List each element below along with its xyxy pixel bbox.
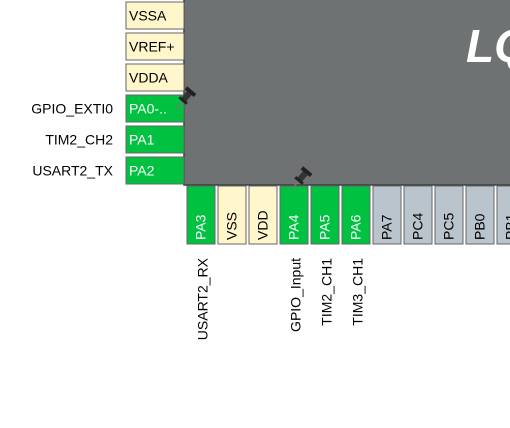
pushpin-icon [291, 166, 313, 190]
pin-body [181, 90, 193, 102]
signal-label: TIM3_CH1 [350, 258, 366, 326]
pin-box [186, 185, 216, 245]
signal-label: USART2_RX [195, 257, 211, 340]
pushpin-icon [175, 86, 197, 110]
pin-label: VSS [224, 212, 240, 240]
signal-label: GPIO_EXTI0 [31, 101, 113, 117]
chip-body [183, 0, 510, 186]
pin-label: VREF+ [129, 39, 175, 55]
pin-head [300, 166, 313, 178]
pin-box [217, 185, 247, 245]
pin-box [125, 125, 185, 154]
pin-label: VDDA [129, 70, 169, 86]
pin-box [125, 63, 185, 92]
pin-box [125, 94, 185, 123]
pin-box [434, 185, 464, 245]
pin-box [341, 185, 371, 245]
pin-label: PA2 [129, 163, 155, 179]
pin-box [125, 156, 185, 185]
pin-box [465, 185, 495, 245]
signal-label: USART2_TX [32, 163, 113, 179]
pin-label: VSSA [129, 8, 167, 24]
pin-label: PB1 [503, 213, 510, 240]
pin-label: PA0-.. [129, 101, 167, 117]
pin-label: PA4 [286, 214, 302, 240]
pin-box [403, 185, 433, 245]
signal-label: TIM2_CH1 [319, 258, 335, 326]
pin-label: PA3 [193, 214, 209, 240]
pin-needle [175, 101, 183, 110]
pin-label: VDD [255, 210, 271, 240]
pin-box [372, 185, 402, 245]
pin-box [496, 185, 510, 245]
signal-label: TIM2_CH2 [45, 132, 113, 148]
pin-label: PA1 [129, 132, 155, 148]
pin-box [125, 32, 185, 61]
pin-label: PC5 [441, 213, 457, 240]
pin-label: PA7 [379, 214, 395, 240]
chip-label: LQ [466, 20, 510, 72]
pin-body [297, 170, 309, 182]
pin-box [248, 185, 278, 245]
pin-box [310, 185, 340, 245]
pin-base [178, 96, 188, 105]
pin-needle [291, 181, 299, 190]
pin-head [184, 86, 197, 98]
pin-label: PB0 [472, 213, 488, 240]
pin-label: PC4 [410, 213, 426, 240]
pin-base [294, 176, 304, 185]
pin-label: PA6 [348, 214, 364, 240]
pin-label: PA5 [317, 214, 333, 240]
pin-box [125, 1, 185, 30]
signal-label: GPIO_Input [288, 258, 304, 332]
